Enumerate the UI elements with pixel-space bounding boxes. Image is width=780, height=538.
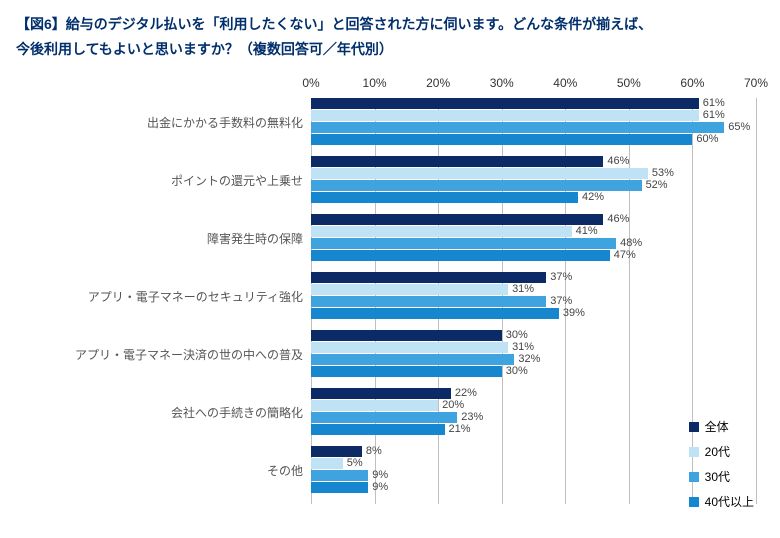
bar-group: 61%61%65%60% — [311, 98, 756, 146]
bar-value-label: 21% — [449, 423, 471, 435]
x-axis-tick: 60% — [680, 76, 704, 90]
bar: 20% — [311, 400, 438, 411]
bar-value-label: 61% — [703, 97, 725, 109]
category-label: 出金にかかる手数料の無料化 — [147, 114, 303, 131]
bar-value-label: 46% — [607, 155, 629, 167]
x-axis-tick: 40% — [553, 76, 577, 90]
bar-value-label: 37% — [550, 295, 572, 307]
grid-line — [756, 98, 757, 504]
legend-label: 40代以上 — [705, 493, 754, 510]
bar: 9% — [311, 470, 368, 481]
category-label: ポイントの還元や上乗せ — [171, 172, 303, 189]
x-axis-tick: 70% — [744, 76, 768, 90]
bar: 30% — [311, 366, 502, 377]
bar: 42% — [311, 192, 578, 203]
category-label: その他 — [267, 462, 303, 479]
bar-value-label: 47% — [614, 249, 636, 261]
bar: 8% — [311, 446, 362, 457]
bar: 61% — [311, 98, 699, 109]
legend-swatch — [689, 447, 699, 457]
bar-value-label: 52% — [646, 179, 668, 191]
bar: 23% — [311, 412, 457, 423]
bar-value-label: 9% — [372, 481, 388, 493]
chart: 出金にかかる手数料の無料化ポイントの還元や上乗せ障害発生時の保障アプリ・電子マネ… — [16, 76, 764, 526]
bar-value-label: 22% — [455, 387, 477, 399]
bar: 41% — [311, 226, 572, 237]
bar: 60% — [311, 134, 692, 145]
bar: 21% — [311, 424, 445, 435]
bar-value-label: 53% — [652, 167, 674, 179]
bar-group: 46%41%48%47% — [311, 214, 756, 262]
bar-group: 46%53%52%42% — [311, 156, 756, 204]
bar: 52% — [311, 180, 642, 191]
bar: 5% — [311, 458, 343, 469]
bar-value-label: 31% — [512, 341, 534, 353]
bar-value-label: 31% — [512, 283, 534, 295]
legend-label: 全体 — [705, 418, 729, 435]
bar: 48% — [311, 238, 616, 249]
bar-group: 37%31%37%39% — [311, 272, 756, 320]
x-axis: 0%10%20%30%40%50%60%70% — [311, 76, 756, 94]
bar: 53% — [311, 168, 648, 179]
x-axis-tick: 10% — [363, 76, 387, 90]
category-label: アプリ・電子マネーのセキュリティ強化 — [88, 288, 303, 305]
title-line-1: 【図6】給与のデジタル払いを「利用したくない」と回答された方に伺います。どんな条… — [16, 16, 652, 32]
bar-value-label: 48% — [620, 237, 642, 249]
bar-value-label: 5% — [347, 457, 363, 469]
bar-value-label: 8% — [366, 445, 382, 457]
legend-item: 20代 — [689, 443, 754, 460]
bar: 65% — [311, 122, 724, 133]
category-label-column: 出金にかかる手数料の無料化ポイントの還元や上乗せ障害発生時の保障アプリ・電子マネ… — [16, 76, 311, 526]
bar: 47% — [311, 250, 610, 261]
bar-value-label: 30% — [506, 329, 528, 341]
legend-label: 20代 — [705, 443, 730, 460]
x-axis-tick: 30% — [490, 76, 514, 90]
bar: 32% — [311, 354, 514, 365]
x-axis-tick: 20% — [426, 76, 450, 90]
bar: 61% — [311, 110, 699, 121]
category-label: 会社への手続きの簡略化 — [171, 404, 303, 421]
bar-value-label: 30% — [506, 365, 528, 377]
legend: 全体 20代 30代 40代以上 — [689, 418, 754, 518]
bar-value-label: 20% — [442, 399, 464, 411]
bar: 22% — [311, 388, 451, 399]
bar: 31% — [311, 342, 508, 353]
bar-value-label: 60% — [696, 133, 718, 145]
bar: 37% — [311, 296, 546, 307]
bar-value-label: 9% — [372, 469, 388, 481]
plot-area: 0%10%20%30%40%50%60%70% 61%61%65%60%46%5… — [311, 76, 756, 526]
bar: 9% — [311, 482, 368, 493]
legend-item: 40代以上 — [689, 493, 754, 510]
chart-title: 【図6】給与のデジタル払いを「利用したくない」と回答された方に伺います。どんな条… — [16, 12, 764, 62]
bar: 46% — [311, 156, 603, 167]
legend-swatch — [689, 497, 699, 507]
bar: 31% — [311, 284, 508, 295]
bar: 46% — [311, 214, 603, 225]
x-axis-tick: 0% — [302, 76, 319, 90]
legend-swatch — [689, 472, 699, 482]
bar-value-label: 65% — [728, 121, 750, 133]
category-label: アプリ・電子マネー決済の世の中への普及 — [75, 346, 303, 363]
legend-label: 30代 — [705, 468, 730, 485]
bar: 30% — [311, 330, 502, 341]
bar-value-label: 32% — [518, 353, 540, 365]
bar-value-label: 23% — [461, 411, 483, 423]
bar-value-label: 41% — [576, 225, 598, 237]
legend-item: 30代 — [689, 468, 754, 485]
bar: 39% — [311, 308, 559, 319]
bar: 37% — [311, 272, 546, 283]
bar-group: 30%31%32%30% — [311, 330, 756, 378]
legend-item: 全体 — [689, 418, 754, 435]
bar-value-label: 37% — [550, 271, 572, 283]
legend-swatch — [689, 422, 699, 432]
category-label: 障害発生時の保障 — [207, 230, 303, 247]
title-line-2: 今後利用してもよいと思いますか？（複数回答可／年代別） — [16, 41, 393, 57]
x-axis-tick: 50% — [617, 76, 641, 90]
bar-value-label: 61% — [703, 109, 725, 121]
bar-value-label: 46% — [607, 213, 629, 225]
bar-value-label: 39% — [563, 307, 585, 319]
bar-value-label: 42% — [582, 191, 604, 203]
